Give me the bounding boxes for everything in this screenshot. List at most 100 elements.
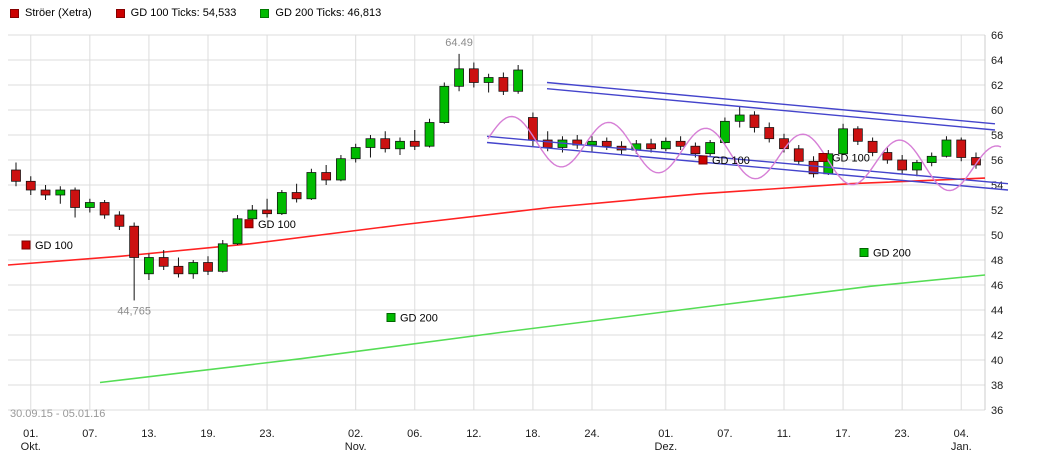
candle-body xyxy=(720,120,730,143)
candle-body xyxy=(468,68,479,83)
trend-channel-line xyxy=(486,135,1009,185)
candle-body xyxy=(336,158,346,181)
gd100-marker-square xyxy=(21,240,31,250)
candle-body xyxy=(764,127,775,140)
y-axis-tick-label: 56 xyxy=(991,155,1003,167)
gd100-marker-label: GD 100 xyxy=(832,153,870,165)
candle-body xyxy=(365,138,376,148)
gd100-marker-label: GD 100 xyxy=(35,240,73,252)
candle-body xyxy=(144,257,154,275)
candle-body xyxy=(956,139,967,158)
x-axis-tick-label: 06. xyxy=(407,428,422,440)
candle-body xyxy=(646,143,656,150)
gd200-line xyxy=(99,274,986,384)
y-axis-tick-label: 66 xyxy=(991,30,1003,42)
legend-label-gd200: GD 200 Ticks: 46,813 xyxy=(275,7,382,19)
x-axis-tick-label: 17. xyxy=(835,428,850,440)
x-axis-tick-label: 01. xyxy=(23,428,38,440)
y-axis-tick-label: 44 xyxy=(991,305,1003,317)
gd100-marker-square xyxy=(244,219,254,229)
candle-body xyxy=(262,209,272,215)
candle-body xyxy=(350,147,361,160)
candle-body xyxy=(601,140,612,147)
trend-channel-line xyxy=(486,141,1009,191)
date-range-label: 30.09.15 - 05.01.16 xyxy=(10,408,106,420)
gd100-marker-label: GD 100 xyxy=(712,155,750,167)
y-axis-tick-label: 42 xyxy=(991,330,1003,342)
y-axis-tick-label: 36 xyxy=(991,405,1003,417)
x-axis-tick-label: 24. xyxy=(584,428,599,440)
candle-body xyxy=(99,202,110,216)
candle-body xyxy=(217,243,228,272)
trend-channel-line xyxy=(546,88,996,131)
y-axis-tick-label: 40 xyxy=(991,355,1003,367)
y-axis-tick-label: 48 xyxy=(991,255,1003,267)
candle-body xyxy=(690,145,701,155)
candle-body xyxy=(395,140,405,150)
y-axis-tick-label: 52 xyxy=(991,205,1003,217)
candle-body xyxy=(941,139,952,157)
candle-body xyxy=(513,69,524,92)
x-axis-tick-label: 02. xyxy=(348,428,363,440)
candle-body xyxy=(897,159,908,171)
x-axis-tick-label: 07. xyxy=(717,428,732,440)
x-axis-tick-label: 12. xyxy=(466,428,481,440)
candle-body xyxy=(498,77,509,92)
instrument-color-swatch xyxy=(10,8,19,18)
candle-body xyxy=(424,122,435,147)
legend-item-gd100: GD 100 Ticks: 54,533 xyxy=(115,7,236,19)
x-axis-tick-label: 18. xyxy=(525,428,540,440)
high-price-label: 64.49 xyxy=(445,37,473,49)
trend-channel-line xyxy=(546,81,996,125)
x-axis-tick-label: 04. xyxy=(954,428,969,440)
candle-body xyxy=(926,155,937,163)
candle-body xyxy=(114,214,125,227)
candle-body xyxy=(129,225,140,258)
candle-body xyxy=(587,140,597,146)
candle-body xyxy=(40,189,51,196)
x-axis-month-label: Dez. xyxy=(655,441,678,453)
candle-body xyxy=(409,140,420,147)
candle-body xyxy=(321,172,332,181)
candle-body xyxy=(276,192,287,215)
candle-body xyxy=(808,160,819,175)
candle-body xyxy=(203,262,213,272)
y-axis-tick-label: 60 xyxy=(991,105,1003,117)
candle-body xyxy=(84,202,95,208)
candle-body xyxy=(454,68,464,87)
candle-body xyxy=(483,77,494,83)
gd100-marker-square xyxy=(698,155,708,165)
gd200-marker-label: GD 200 xyxy=(873,248,911,260)
y-axis-tick-label: 38 xyxy=(991,380,1003,392)
candle-body xyxy=(291,192,302,200)
candle-body xyxy=(380,138,391,150)
candle-body xyxy=(188,262,199,275)
x-axis-month-label: Jan. xyxy=(951,441,972,453)
x-axis-month-label: Okt. xyxy=(21,441,41,453)
x-axis-tick-label: 23. xyxy=(259,428,274,440)
legend-label-instrument: Ströer (Xetra) xyxy=(25,7,92,19)
x-axis-tick-label: 19. xyxy=(200,428,215,440)
candle-body xyxy=(838,128,848,155)
candle-body xyxy=(793,148,804,162)
y-axis-tick-label: 62 xyxy=(991,80,1003,92)
low-price-label: 44,765 xyxy=(117,305,151,317)
y-axis-tick-label: 64 xyxy=(991,55,1003,67)
candle-body xyxy=(70,189,80,208)
candle-body xyxy=(882,152,893,161)
x-axis-tick-label: 01. xyxy=(658,428,673,440)
candle-body xyxy=(55,189,66,196)
gd100-marker-label: GD 100 xyxy=(258,219,296,231)
candle-body xyxy=(734,114,745,122)
candle-body xyxy=(306,172,317,200)
cycle-oscillator-line xyxy=(487,115,1002,192)
candle-body xyxy=(912,162,922,171)
x-axis-tick-label: 07. xyxy=(82,428,97,440)
candle-body xyxy=(173,265,184,275)
gd100-line xyxy=(7,177,986,266)
gd200-marker-label: GD 200 xyxy=(400,313,438,325)
gd200-marker-square xyxy=(386,313,396,322)
gd200-color-swatch xyxy=(260,8,270,18)
